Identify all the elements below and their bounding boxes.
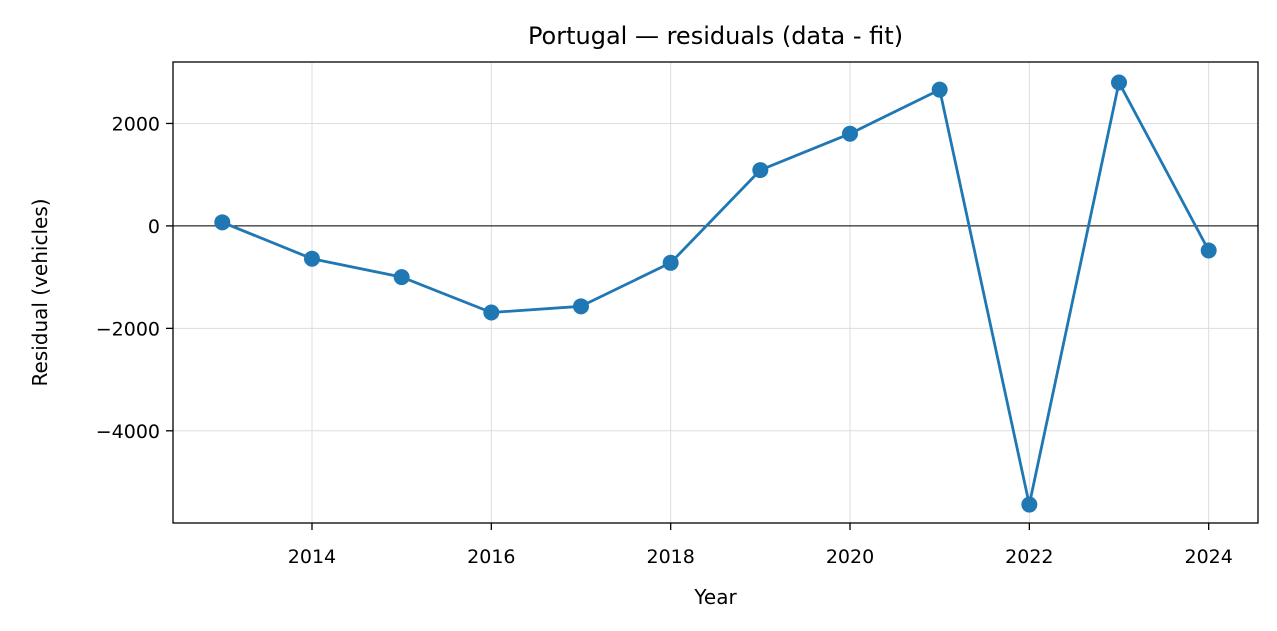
series-layer (214, 74, 1217, 513)
data-point (842, 125, 859, 142)
data-point (1111, 74, 1128, 91)
data-point (662, 254, 679, 271)
y-tick-label: −2000 (96, 318, 160, 340)
data-point (752, 162, 769, 179)
x-tick-label: 2022 (1005, 546, 1053, 568)
x-axis-label: Year (693, 585, 737, 609)
y-tick-label: −4000 (96, 421, 160, 443)
plot-frame (172, 61, 1259, 524)
tick-layer: 2014 2016 2018 2020 2022 2024 −4000 −2000 0 2000 (96, 113, 1233, 568)
data-point (1021, 496, 1038, 513)
y-axis-label: Residual (vehicles) (28, 198, 52, 386)
x-tick-label: 2018 (646, 546, 694, 568)
data-point (572, 298, 589, 315)
y-tick-label: 0 (148, 216, 160, 238)
x-tick-label: 2016 (467, 546, 515, 568)
x-tick-label: 2014 (288, 546, 336, 568)
x-tick-label: 2020 (826, 546, 874, 568)
series-line (221, 81, 1210, 507)
data-point (214, 214, 231, 231)
data-point (393, 269, 410, 286)
y-tick-label: 2000 (112, 113, 160, 135)
data-point (931, 81, 948, 98)
data-point (1200, 242, 1217, 259)
data-point (483, 304, 500, 321)
chart-title: Portugal — residuals (data - fit) (528, 22, 903, 50)
x-tick-label: 2024 (1185, 546, 1233, 568)
data-point (303, 250, 320, 267)
grid-layer (173, 62, 1258, 523)
